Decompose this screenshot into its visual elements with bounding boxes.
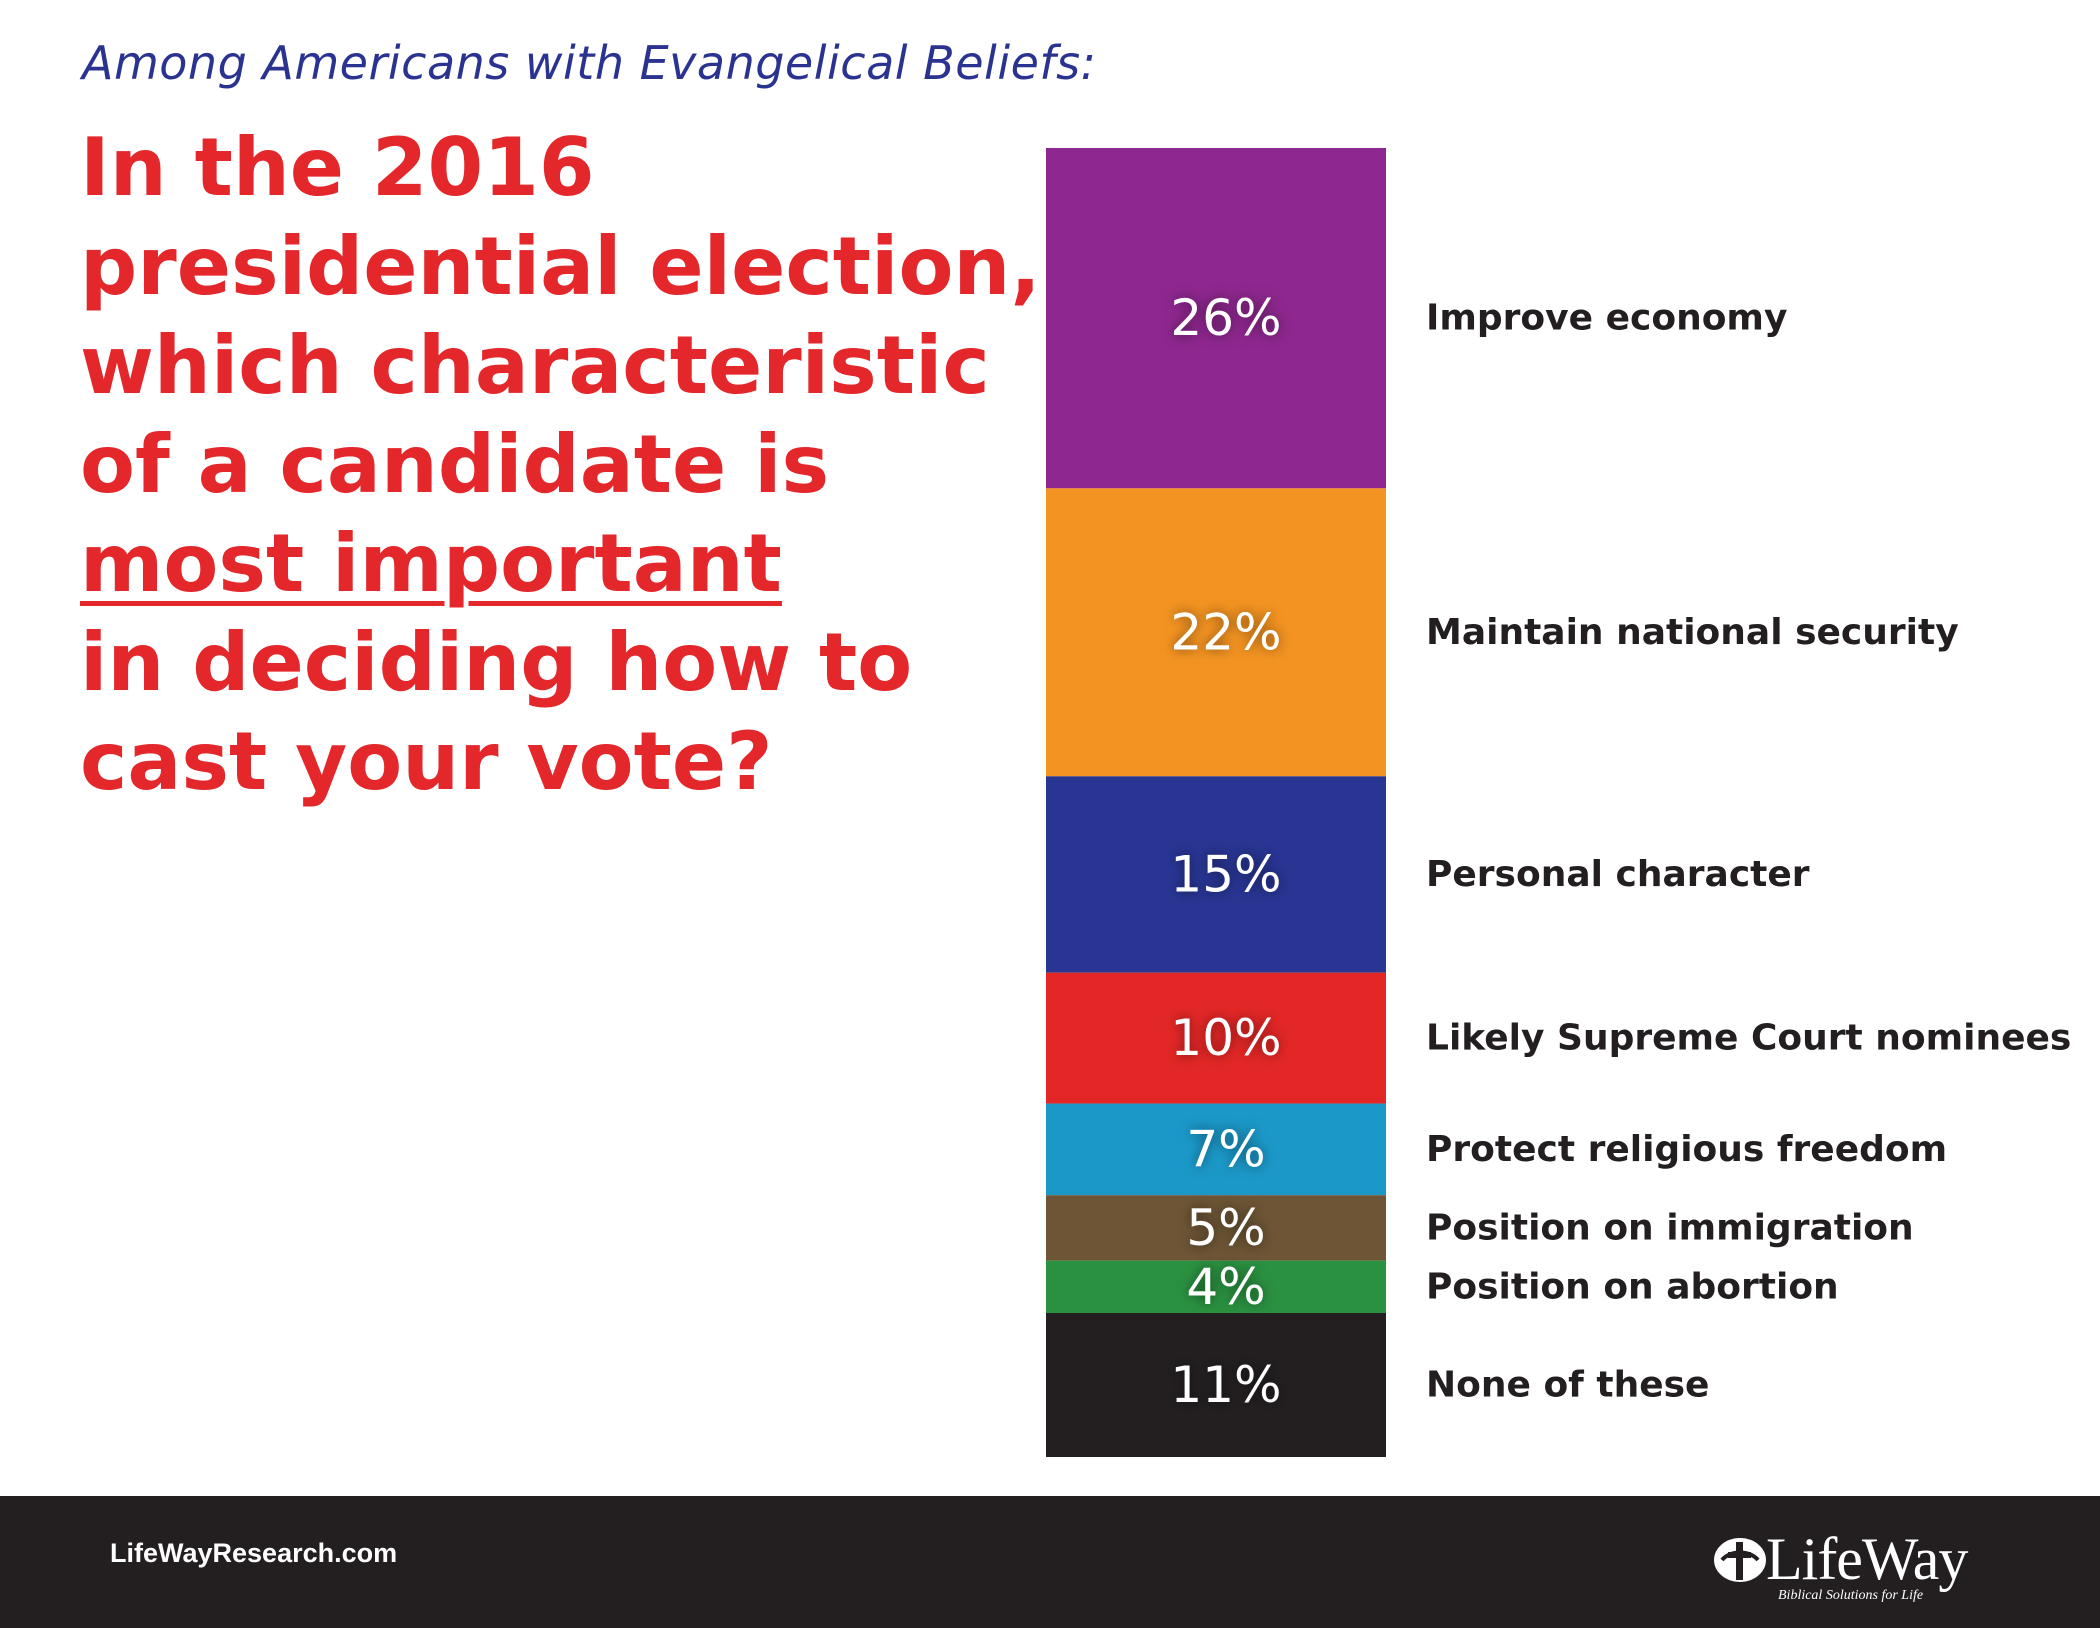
bar-segment-5 xyxy=(1046,1103,1386,1196)
bar-segment-2 xyxy=(1046,488,1386,777)
footer-bar: LifeWayResearch.com LifeWay Biblical Sol… xyxy=(0,1496,2100,1628)
bar-segment-4 xyxy=(1046,972,1386,1104)
category-label-5: Protect religious freedom xyxy=(1426,1129,1947,1170)
data-label-1: 26% xyxy=(1170,289,1281,347)
data-label-3: 15% xyxy=(1170,845,1281,903)
question-line: presidential election, xyxy=(80,220,1041,313)
emphasis-text: most important xyxy=(80,517,782,610)
bar-segment-6 xyxy=(1046,1195,1386,1261)
stacked-bar-chart: 26% Improve economy 22% Maintain national s… xyxy=(1046,148,2071,1457)
question-line: which characteristic xyxy=(80,319,990,412)
logo-wordmark: LifeWay xyxy=(1766,1526,1968,1592)
data-label-6: 5% xyxy=(1186,1199,1265,1257)
data-label-5: 7% xyxy=(1186,1120,1265,1178)
data-label-8: 11% xyxy=(1170,1356,1281,1414)
bar-segment-3 xyxy=(1046,776,1386,973)
lifeway-logo: LifeWay Biblical Solutions for Life xyxy=(1712,1524,1968,1604)
bar-segment-1 xyxy=(1046,148,1386,489)
data-label-7: 4% xyxy=(1186,1258,1265,1316)
category-label-3: Personal character xyxy=(1426,854,1810,895)
question-line: cast your vote? xyxy=(80,715,773,808)
category-label-8: None of these xyxy=(1426,1365,1709,1406)
bar-segment-7 xyxy=(1046,1260,1386,1314)
question-line: In the 2016 xyxy=(80,121,595,214)
category-label-4: Likely Supreme Court nominees xyxy=(1426,1018,2071,1059)
chart-subtitle: Among Americans with Evangelical Beliefs… xyxy=(82,36,1097,90)
category-label-7: Position on abortion xyxy=(1426,1266,1839,1307)
bar-segment-8 xyxy=(1046,1313,1386,1457)
question-line-emphasis: most important xyxy=(80,514,1020,613)
logo-tagline: Biblical Solutions for Life xyxy=(1778,1588,1924,1603)
lifeway-cross-icon xyxy=(1714,1538,1766,1582)
footer-website-link[interactable]: LifeWayResearch.com xyxy=(110,1538,398,1568)
category-label-2: Maintain national security xyxy=(1426,612,1959,653)
data-label-2: 22% xyxy=(1170,603,1281,661)
data-label-4: 10% xyxy=(1170,1009,1281,1067)
question-line: in deciding how to xyxy=(80,616,913,709)
question-text: In the 2016 presidential election, which… xyxy=(80,118,1041,811)
question-line: of a candidate is xyxy=(80,418,830,511)
category-label-1: Improve economy xyxy=(1426,298,1787,339)
category-label-6: Position on immigration xyxy=(1426,1207,1914,1248)
